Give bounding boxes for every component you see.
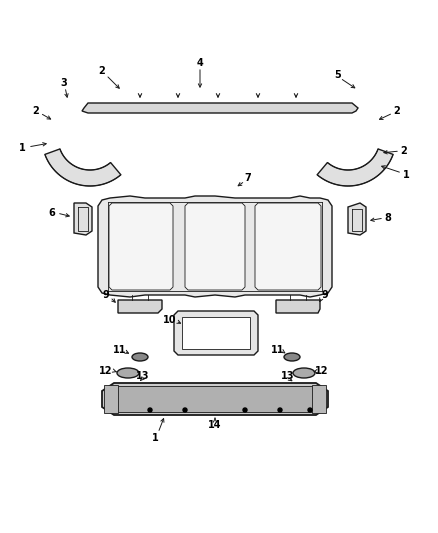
Polygon shape	[317, 149, 393, 186]
Text: 9: 9	[102, 290, 110, 300]
Text: 7: 7	[245, 173, 251, 183]
Text: 8: 8	[385, 213, 392, 223]
Text: 1: 1	[152, 433, 159, 443]
Text: 2: 2	[32, 106, 39, 116]
Polygon shape	[98, 196, 332, 297]
Polygon shape	[45, 149, 121, 186]
Text: 1: 1	[403, 170, 410, 180]
Text: 4: 4	[197, 58, 203, 68]
Text: 14: 14	[208, 420, 222, 430]
Text: 2: 2	[394, 106, 400, 116]
Ellipse shape	[117, 368, 139, 378]
Polygon shape	[116, 386, 314, 412]
Text: 12: 12	[99, 366, 113, 376]
Text: 2: 2	[401, 146, 407, 156]
Text: 5: 5	[335, 70, 341, 80]
Polygon shape	[109, 203, 173, 290]
Polygon shape	[104, 385, 118, 413]
Text: 2: 2	[99, 66, 106, 76]
Ellipse shape	[132, 353, 148, 361]
Text: 9: 9	[321, 290, 328, 300]
Text: 13: 13	[281, 371, 295, 381]
Polygon shape	[182, 317, 250, 349]
Circle shape	[148, 408, 152, 412]
Text: 10: 10	[163, 315, 177, 325]
Polygon shape	[82, 103, 358, 113]
Polygon shape	[312, 385, 326, 413]
Polygon shape	[74, 203, 92, 235]
Polygon shape	[185, 203, 245, 290]
Ellipse shape	[293, 368, 315, 378]
Polygon shape	[174, 311, 258, 355]
Polygon shape	[118, 300, 162, 313]
Text: 12: 12	[315, 366, 329, 376]
Polygon shape	[102, 383, 328, 415]
Text: 1: 1	[19, 143, 25, 153]
Circle shape	[243, 408, 247, 412]
Circle shape	[278, 408, 282, 412]
Circle shape	[308, 408, 312, 412]
Polygon shape	[255, 203, 321, 290]
Text: 6: 6	[49, 208, 55, 218]
Polygon shape	[276, 300, 320, 313]
Text: 11: 11	[271, 345, 285, 355]
Circle shape	[183, 408, 187, 412]
Polygon shape	[348, 203, 366, 235]
Text: 11: 11	[113, 345, 127, 355]
Text: 13: 13	[136, 371, 150, 381]
Ellipse shape	[284, 353, 300, 361]
Text: 3: 3	[60, 78, 67, 88]
